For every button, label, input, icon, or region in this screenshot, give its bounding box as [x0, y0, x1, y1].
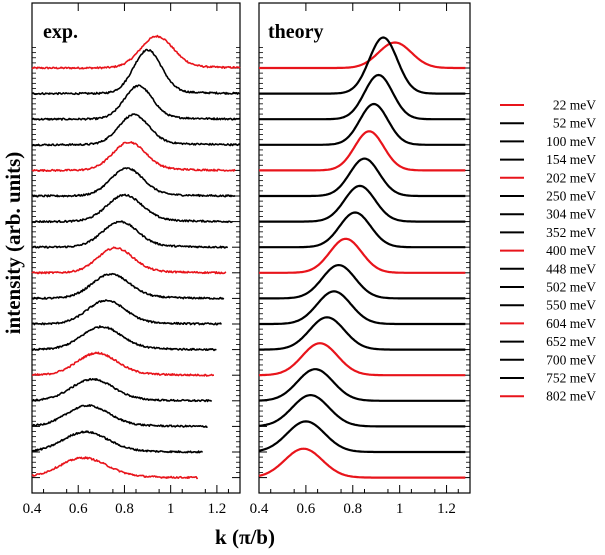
series-line-752-mev — [31, 430, 203, 454]
legend-label: 752 meV — [546, 371, 596, 386]
series-line-352-mev — [259, 211, 466, 249]
legend-label: 352 meV — [546, 225, 596, 240]
legend-label: 700 meV — [546, 352, 596, 367]
series-line-802-mev — [258, 447, 466, 479]
legend-label: 604 meV — [546, 316, 596, 331]
legend-label: 802 meV — [546, 389, 596, 404]
legend-label: 400 meV — [546, 243, 596, 258]
legend-label: 652 meV — [546, 334, 596, 349]
series-line-700-mev — [31, 404, 208, 429]
legend-label: 202 meV — [546, 170, 596, 185]
series-line-448-mev — [31, 272, 225, 300]
series-line-250-mev — [259, 157, 466, 198]
series-line-100-mev — [259, 73, 466, 121]
x-axis-title: k (π/b) — [215, 525, 275, 549]
series-line-400-mev — [259, 237, 466, 274]
legend-label: 502 meV — [546, 280, 596, 295]
series-line-100-mev — [31, 84, 241, 121]
series-line-52-mev — [31, 48, 240, 96]
x-tick-label: 1.2 — [437, 501, 456, 517]
series-line-304-mev — [31, 193, 233, 224]
series-line-22-mev — [259, 41, 466, 70]
series-line-652-mev — [31, 377, 213, 403]
exp-panel-title: exp. — [43, 21, 78, 43]
series-line-448-mev — [259, 264, 466, 300]
legend-label: 154 meV — [546, 152, 596, 167]
legend-label: 448 meV — [546, 261, 596, 276]
legend-label: 250 meV — [546, 189, 596, 204]
legend: 22 meV 52 meV 100 meV 154 meV 202 meV 250 meV… — [500, 98, 596, 404]
legend-label: 22 meV — [553, 98, 596, 113]
x-tick-label: 0.8 — [115, 501, 134, 517]
series-line-700-mev — [258, 394, 466, 428]
x-tick-label: 1.2 — [208, 501, 227, 517]
series-line-550-mev — [259, 316, 466, 351]
series-line-752-mev — [258, 420, 466, 454]
x-tick-label: 0.8 — [343, 501, 362, 517]
series-line-550-mev — [31, 325, 217, 352]
x-tick-label: 0.6 — [297, 501, 316, 517]
y-axis-title: intensity (arb. units) — [1, 152, 25, 335]
series-line-154-mev — [31, 113, 241, 147]
series-line-304-mev — [259, 184, 466, 223]
series-line-604-mev — [31, 351, 214, 377]
series-line-154-mev — [259, 102, 466, 146]
series-line-652-mev — [258, 368, 466, 402]
x-tick-label: 1 — [167, 501, 175, 517]
legend-label: 304 meV — [546, 207, 596, 222]
series-line-202-mev — [259, 130, 466, 172]
legend-label: 550 meV — [546, 298, 596, 313]
x-tick-label: 1 — [396, 501, 404, 517]
series-line-502-mev — [31, 299, 222, 326]
theory-panel-marks: 0.4 0.6 0.8 1 1.2 — [250, 3, 470, 517]
series-line-250-mev — [31, 167, 236, 198]
series-line-202-mev — [31, 141, 236, 172]
series-line-52-mev — [259, 36, 466, 95]
series-line-352-mev — [31, 220, 228, 249]
exp-panel-marks: 0.4 0.6 0.8 1 1.2 — [23, 3, 241, 517]
series-line-502-mev — [259, 290, 466, 326]
x-tick-label: 0.6 — [69, 501, 88, 517]
legend-label: 52 meV — [553, 116, 596, 131]
x-tick-label: 0.4 — [23, 501, 42, 517]
x-tick-label: 0.4 — [250, 501, 269, 517]
theory-panel-title: theory — [268, 21, 324, 43]
series-line-22-mev — [31, 34, 241, 70]
series-line-400-mev — [31, 246, 227, 275]
series-line-604-mev — [259, 342, 466, 377]
series-line-802-mev — [31, 456, 199, 480]
legend-label: 100 meV — [546, 134, 596, 149]
